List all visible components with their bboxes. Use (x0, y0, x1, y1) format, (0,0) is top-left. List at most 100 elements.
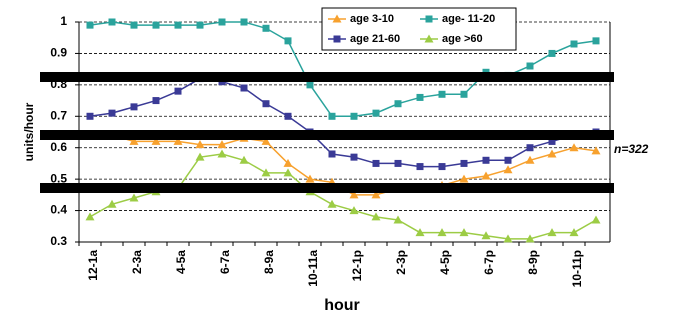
data-point (108, 18, 116, 26)
overlay-bar (40, 130, 614, 140)
data-point (305, 174, 315, 183)
data-point (415, 228, 425, 237)
data-point (460, 90, 468, 98)
data-point (284, 37, 292, 45)
data-point (240, 84, 248, 92)
data-point (261, 136, 271, 145)
y-axis-label: units/hour (22, 102, 36, 161)
data-point (85, 212, 95, 221)
overlay-bar (40, 72, 614, 82)
y-tick-label: 0.6 (50, 140, 67, 154)
legend-marker (425, 15, 433, 23)
series-line (89, 153, 597, 240)
x-tick-label: 8-9a (262, 250, 276, 274)
data-point (526, 62, 534, 70)
data-point (328, 112, 336, 120)
data-point (306, 81, 314, 89)
data-point (548, 49, 556, 57)
data-point (504, 156, 512, 164)
x-tick-label: 4-5p (438, 250, 452, 275)
data-point (438, 90, 446, 98)
data-point (129, 193, 139, 202)
x-tick-label: 6-7a (218, 250, 232, 274)
data-point (86, 21, 94, 29)
x-tick-label: 10-11p (570, 250, 584, 287)
y-tick-label: 0.3 (50, 234, 67, 248)
data-point (393, 215, 403, 224)
data-point (394, 100, 402, 108)
data-point (151, 136, 161, 145)
data-point (284, 112, 292, 120)
data-point (371, 190, 381, 199)
data-point (569, 228, 579, 237)
legend-box (321, 7, 517, 51)
data-point (86, 112, 94, 120)
data-point (547, 228, 557, 237)
x-axis-label: hour (324, 297, 360, 314)
data-point (371, 212, 381, 221)
data-point (350, 112, 358, 120)
data-point (196, 21, 204, 29)
data-point (239, 155, 249, 164)
data-point (173, 136, 183, 145)
data-point (349, 206, 359, 215)
legend-label: age >60 (442, 33, 483, 45)
legend-label: age- 11-20 (442, 13, 495, 25)
data-point (174, 87, 182, 95)
data-point (130, 21, 138, 29)
data-point (130, 103, 138, 111)
data-point (548, 137, 556, 145)
x-tick-label: 10-11a (306, 250, 320, 287)
data-point (570, 40, 578, 48)
data-point (327, 199, 337, 208)
data-point (481, 171, 491, 180)
data-point (482, 156, 490, 164)
data-point (195, 152, 205, 161)
data-point (592, 37, 600, 45)
annotation: n=322 (614, 142, 649, 156)
data-point (503, 234, 513, 243)
x-tick-label: 12-1a (86, 250, 100, 281)
x-tick-label: 4-5a (174, 250, 188, 274)
data-point (217, 149, 227, 158)
data-point (174, 21, 182, 29)
data-point (152, 21, 160, 29)
data-point (547, 149, 557, 158)
x-tick-label: 8-9p (526, 250, 540, 275)
data-point (195, 140, 205, 149)
data-point (591, 146, 601, 155)
data-point (262, 24, 270, 32)
x-tick-label: 2-3a (130, 250, 144, 274)
data-point (349, 190, 359, 199)
data-point (459, 174, 469, 183)
legend-marker (424, 34, 434, 43)
legend-label: age 3-10 (350, 13, 394, 25)
data-point (218, 18, 226, 26)
overlay-bar (40, 183, 614, 193)
data-point (283, 158, 293, 167)
y-tick-label: 0.9 (50, 46, 67, 60)
data-point (481, 231, 491, 240)
data-point (350, 153, 358, 161)
data-point (372, 109, 380, 117)
x-tick-label: 2-3p (394, 250, 408, 275)
data-point (372, 159, 380, 167)
x-tick-label: 6-7p (482, 250, 496, 275)
data-point (569, 143, 579, 152)
data-point (438, 163, 446, 171)
data-point (152, 97, 160, 105)
data-point (394, 159, 402, 167)
y-tick-label: 0.4 (50, 203, 67, 217)
data-point (261, 168, 271, 177)
legend-marker (333, 35, 341, 43)
data-point (217, 140, 227, 149)
legend: age 3-10 age- 11-20 age 21-60 age >60 (321, 7, 517, 51)
y-tick-label: 0.5 (50, 171, 67, 185)
data-point (460, 159, 468, 167)
data-point (328, 150, 336, 158)
data-point (459, 228, 469, 237)
legend-marker (332, 14, 342, 23)
x-tick-label: 12-1p (350, 250, 364, 281)
